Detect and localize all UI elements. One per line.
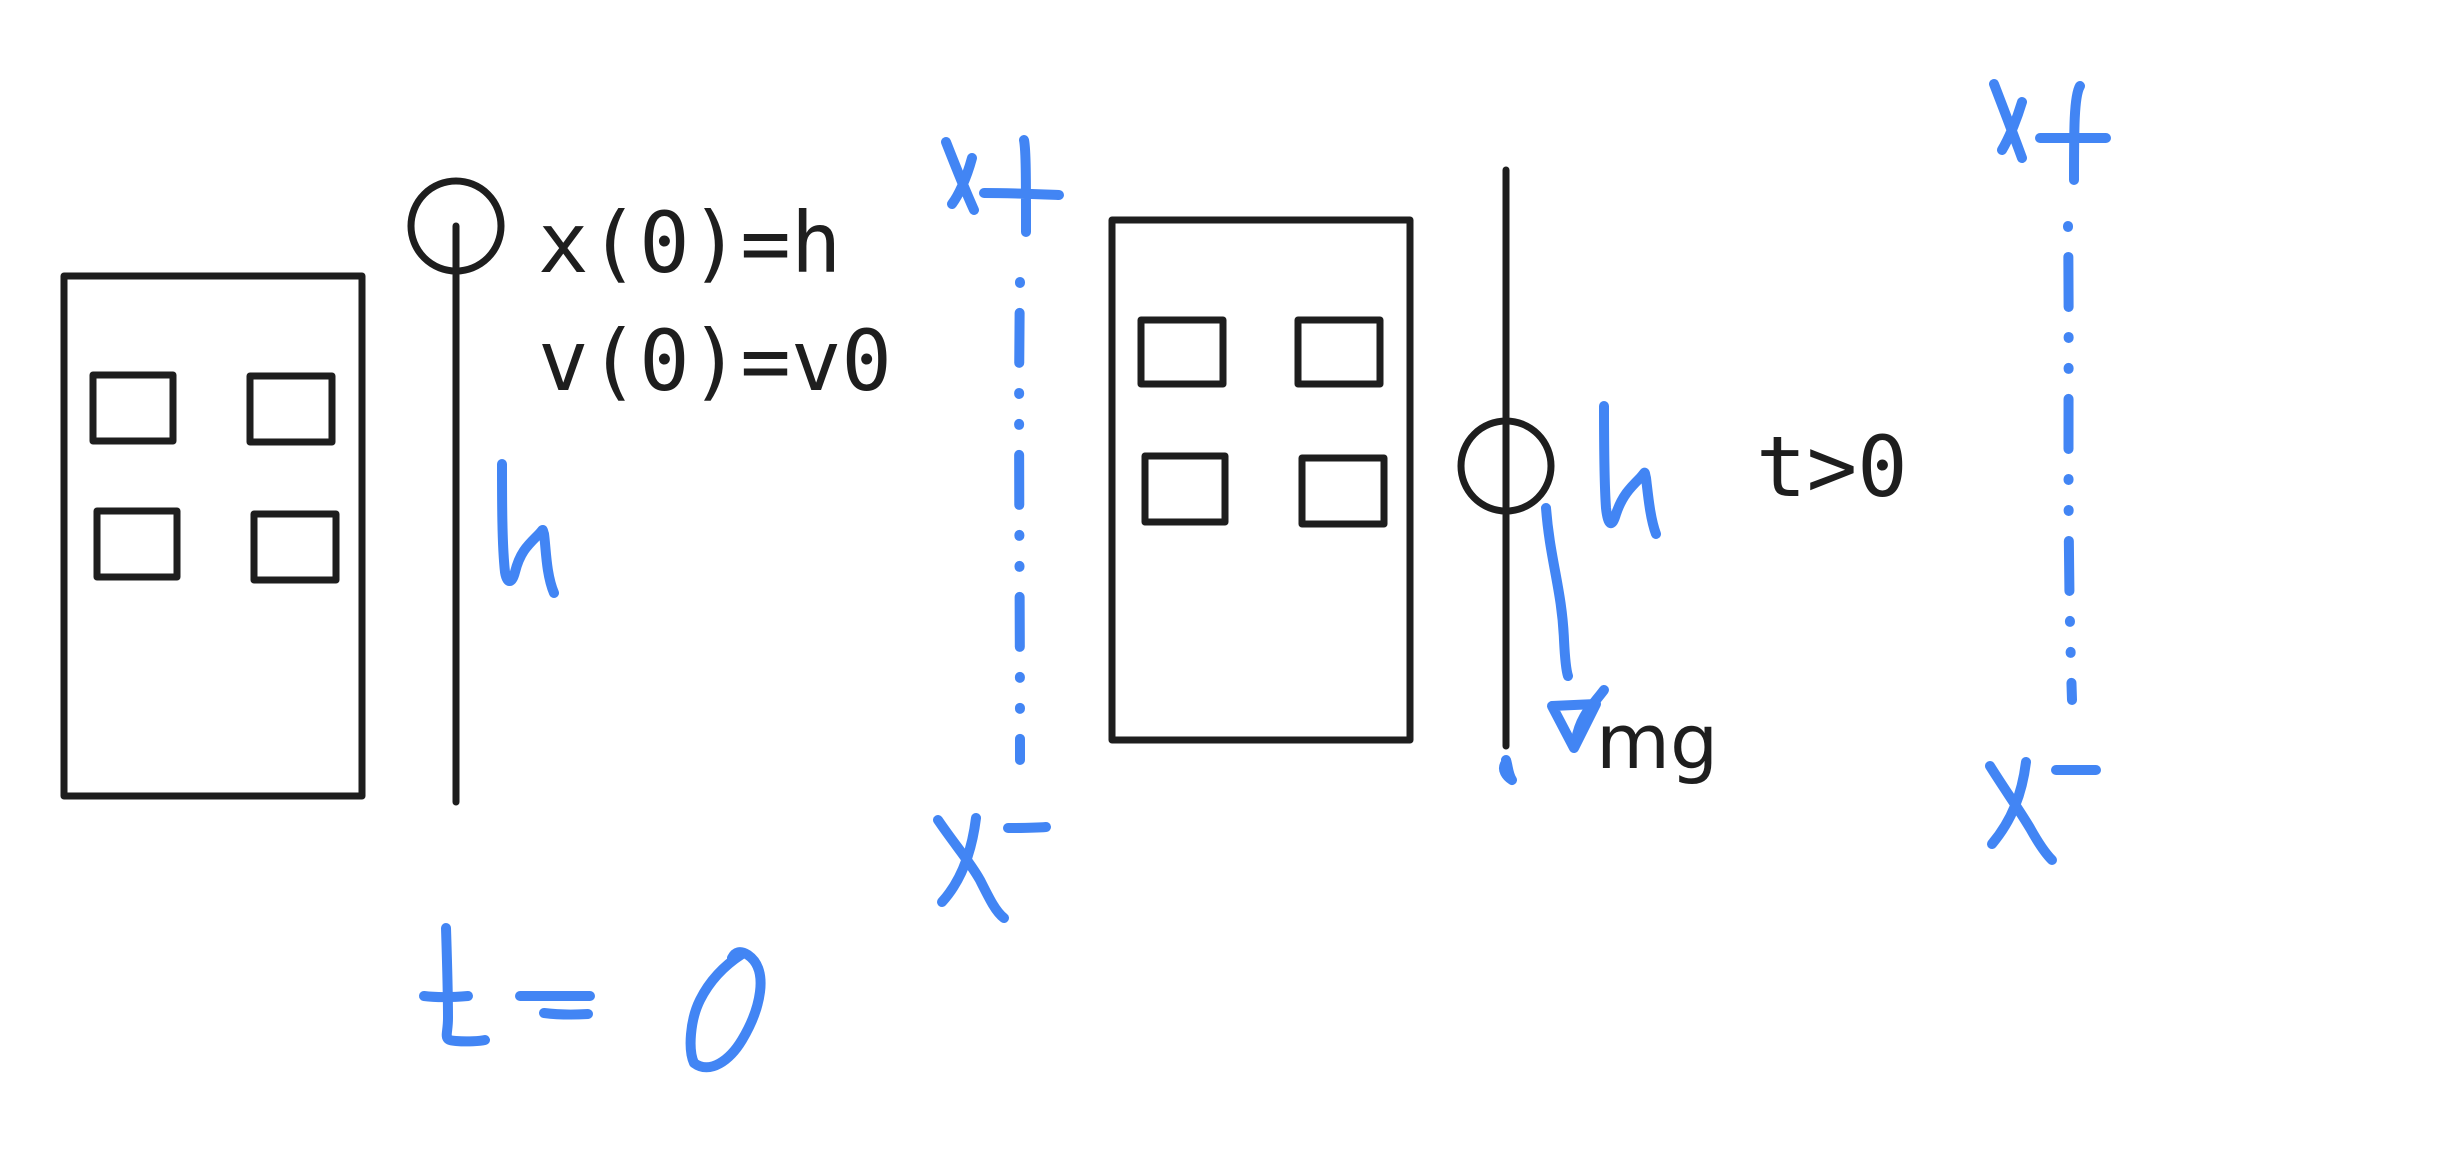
x-axis-left: [933, 135, 1064, 923]
building-right-window: [1141, 452, 1229, 526]
building-right-outline: [1108, 216, 1414, 744]
time-later-label: t>0: [1756, 418, 1908, 516]
x-axis-left-line: [1014, 277, 1025, 765]
x-axis-right: [1985, 79, 2111, 865]
height-left-handwritten: [497, 459, 559, 598]
time-zero-handwritten: [419, 923, 766, 1073]
building-left-window: [93, 507, 181, 581]
ball-right: [1457, 417, 1555, 515]
building-left-window: [250, 510, 340, 584]
x-minus-left-handwritten: [933, 813, 1051, 923]
x-minus-right-handwritten: [1985, 757, 2101, 865]
building-left: [60, 272, 366, 800]
height-right-handwritten: [1599, 401, 1661, 539]
x-axis-right-line: [2063, 221, 2077, 705]
building-left-outline: [60, 272, 366, 800]
building-right-window: [1137, 316, 1227, 388]
gravity-force-arrow: [1499, 503, 1609, 785]
building-right-window: [1294, 316, 1384, 388]
building-left-window: [89, 371, 177, 445]
initial-velocity-label: v(0)=v0: [538, 312, 892, 410]
ball-left: [407, 177, 505, 275]
x-plus-right-handwritten: [1989, 79, 2111, 185]
building-right-window: [1298, 454, 1388, 528]
building-left-window: [246, 372, 336, 446]
weight-label: mg: [1596, 697, 1718, 786]
building-right: [1108, 216, 1414, 744]
x-plus-left-handwritten: [941, 135, 1064, 237]
initial-position-label: x(0)=h: [538, 194, 841, 292]
